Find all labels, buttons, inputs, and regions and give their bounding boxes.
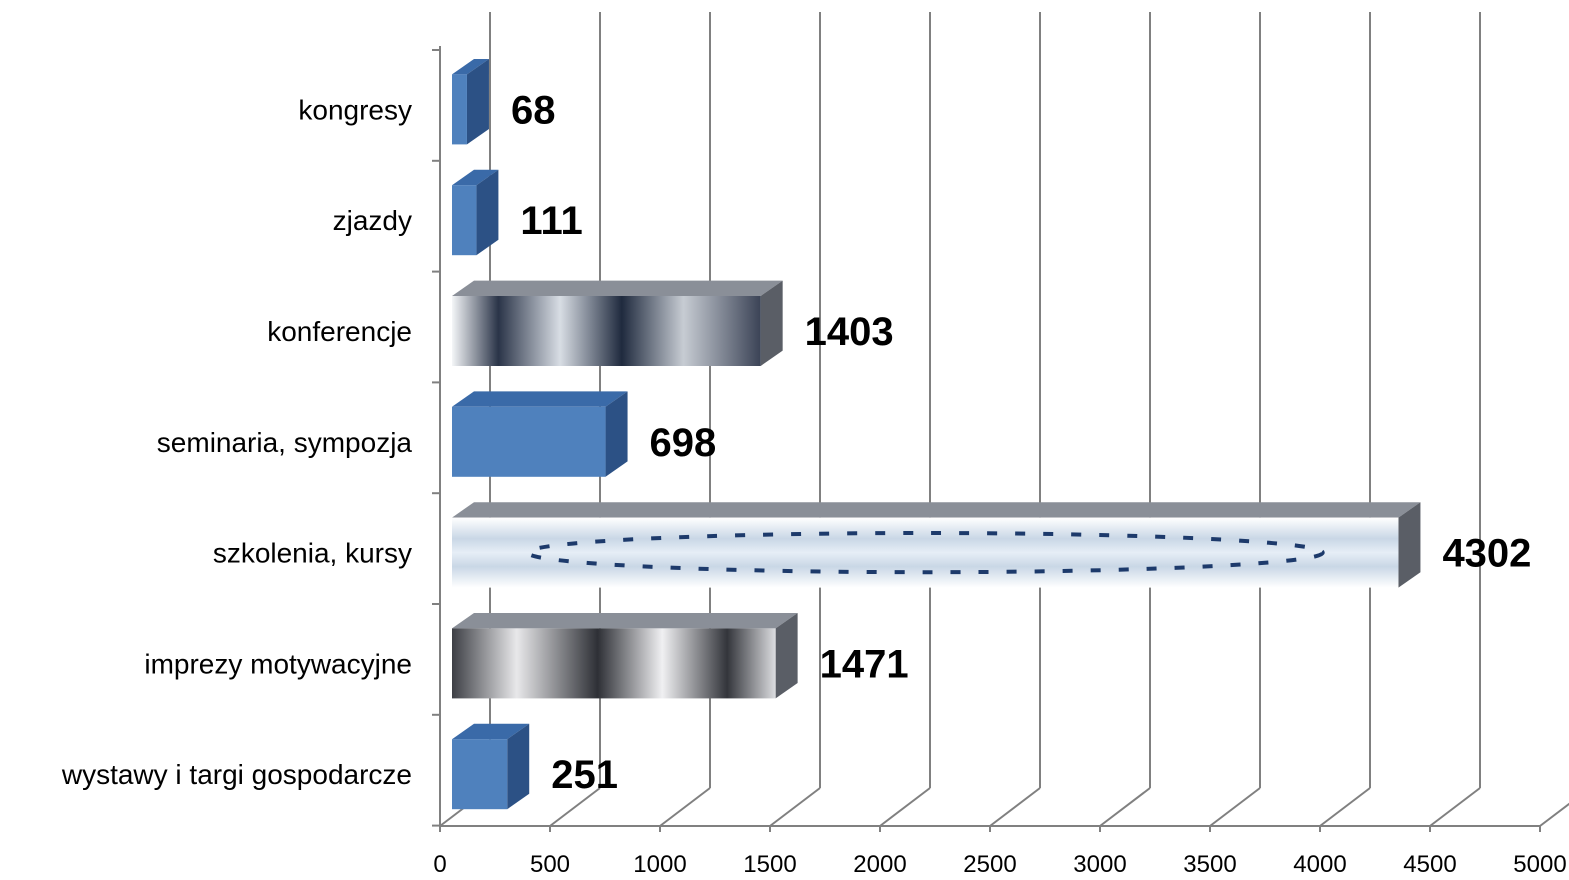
bar <box>452 628 776 699</box>
bar <box>452 406 606 477</box>
bar-top <box>452 723 530 740</box>
data-label: 1403 <box>805 310 894 354</box>
category-label: kongresy <box>298 94 412 125</box>
bar-top <box>452 169 499 186</box>
data-label: 68 <box>511 88 555 132</box>
bar <box>452 74 467 145</box>
x-tick-label: 2000 <box>853 851 906 878</box>
data-label: 251 <box>551 753 618 797</box>
category-label: seminaria, sympozja <box>157 427 413 458</box>
bar-top <box>452 613 798 629</box>
gridline-floor <box>989 787 1041 827</box>
x-tick-label: 1500 <box>743 851 796 878</box>
bar-top <box>452 280 783 296</box>
bar-side <box>1398 502 1421 588</box>
bar-top <box>452 391 628 407</box>
gridline-floor <box>549 787 601 827</box>
bar <box>452 739 508 810</box>
gridline-floor <box>1209 787 1261 827</box>
x-tick-label: 0 <box>433 851 446 878</box>
data-label: 4302 <box>1442 532 1531 576</box>
category-label: konferencje <box>267 316 412 347</box>
gridline-floor <box>769 787 821 827</box>
gridline-floor <box>1539 802 1569 827</box>
gridline-floor <box>1099 787 1151 827</box>
category-label: zjazdy <box>333 205 412 236</box>
bar-side <box>466 59 489 145</box>
bar-side <box>775 613 798 699</box>
gridline-floor <box>1429 787 1481 827</box>
x-tick-label: 4000 <box>1293 851 1346 878</box>
bar-side <box>476 169 499 256</box>
category-label: wystawy i targi gospodarcze <box>61 759 412 790</box>
data-label: 698 <box>650 421 717 465</box>
bar-side <box>605 391 628 477</box>
gridline-floor <box>879 787 931 827</box>
data-label: 1471 <box>820 642 909 686</box>
bar <box>452 296 761 366</box>
x-tick-label: 1000 <box>633 851 686 878</box>
category-label: imprezy motywacyjne <box>144 648 412 679</box>
gridline-floor <box>1319 787 1371 827</box>
bar-side <box>760 280 783 366</box>
category-label: szkolenia, kursy <box>213 538 412 569</box>
gridline-floor <box>659 787 711 827</box>
bar-side <box>507 723 530 810</box>
x-tick-label: 3500 <box>1183 851 1236 878</box>
bar-photo-pattern <box>525 531 1325 575</box>
x-tick-label: 5000 <box>1513 851 1566 878</box>
x-tick-label: 500 <box>530 851 570 878</box>
x-tick-label: 3000 <box>1073 851 1126 878</box>
data-label: 111 <box>520 199 582 243</box>
bar-top <box>452 502 1421 518</box>
bar-top <box>452 59 489 75</box>
x-tick-label: 2500 <box>963 851 1016 878</box>
x-tick-label: 4500 <box>1403 851 1456 878</box>
bar <box>452 185 477 256</box>
bar <box>452 517 1399 588</box>
